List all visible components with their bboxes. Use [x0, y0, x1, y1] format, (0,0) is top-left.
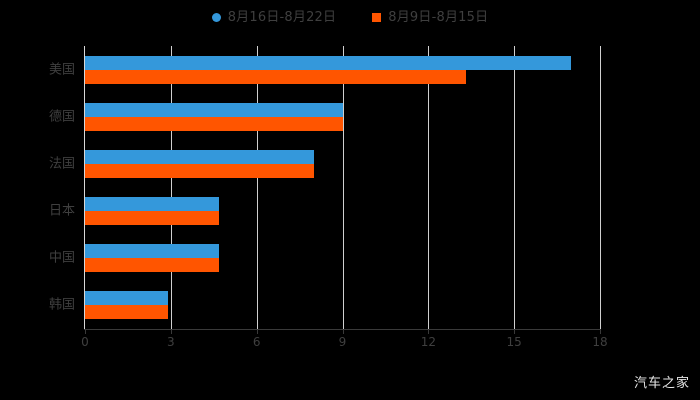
x-axis-tick	[342, 329, 344, 334]
y-axis-category-label: 韩国	[48, 297, 75, 313]
bar[interactable]	[85, 197, 220, 212]
y-axis-category-label: 法国	[48, 156, 75, 172]
x-axis-tick-label: 18	[592, 335, 608, 349]
bar[interactable]	[85, 244, 220, 259]
category-row: 美国	[49, 55, 600, 84]
legend-entry[interactable]: 8月9日-8月15日	[372, 11, 488, 24]
x-axis-tick	[170, 329, 172, 334]
bar[interactable]	[85, 291, 168, 306]
plot-area: 0 3 6 9 12 15 18 美国德国法国日本中国韩国	[49, 46, 608, 348]
gridline	[428, 46, 430, 329]
bar[interactable]	[85, 102, 343, 117]
gridline	[514, 46, 516, 329]
category-row: 日本	[49, 197, 600, 226]
bar[interactable]	[85, 305, 168, 320]
legend-circle-icon	[211, 12, 221, 22]
x-axis-tick-label: 6	[252, 335, 261, 349]
y-axis-category-label: 美国	[48, 62, 75, 78]
bar[interactable]	[85, 163, 314, 178]
gridline	[342, 46, 344, 329]
chart-legend: 8月16日-8月22日 8月9日-8月15日	[0, 6, 700, 28]
x-axis-tick	[428, 329, 430, 334]
gridline	[600, 46, 601, 329]
legend-label: 8月16日-8月22日	[227, 9, 337, 25]
y-axis-category-label: 日本	[48, 203, 75, 219]
x-axis-tick	[256, 329, 258, 334]
x-axis-tick-label: 0	[81, 335, 89, 349]
gridline	[256, 46, 258, 329]
category-row: 法国	[49, 149, 600, 178]
y-axis-line	[84, 46, 85, 329]
bar[interactable]	[85, 116, 343, 131]
bar[interactable]	[85, 149, 314, 164]
legend-label: 8月9日-8月15日	[388, 9, 489, 25]
x-axis-tick-label: 15	[506, 335, 522, 349]
x-axis-tick	[85, 329, 86, 334]
bar[interactable]	[85, 69, 466, 84]
x-axis-tick	[600, 329, 601, 334]
category-row: 中国	[49, 244, 600, 273]
watermark: 汽车之家	[633, 376, 690, 391]
x-axis-tick	[514, 329, 516, 334]
x-axis-tick-label: 12	[420, 335, 436, 349]
x-axis-tick-label: 9	[338, 335, 347, 349]
legend-square-icon	[372, 12, 382, 22]
category-row: 韩国	[49, 291, 600, 320]
y-axis-category-label: 德国	[48, 109, 75, 125]
category-row: 德国	[49, 102, 600, 131]
y-axis-category-label: 中国	[48, 250, 75, 266]
legend-entry[interactable]: 8月16日-8月22日	[211, 9, 337, 25]
gridline	[170, 46, 172, 329]
bar[interactable]	[85, 211, 220, 226]
bar[interactable]	[85, 55, 572, 70]
x-axis-tick-label: 3	[167, 335, 175, 349]
bar[interactable]	[85, 258, 220, 273]
